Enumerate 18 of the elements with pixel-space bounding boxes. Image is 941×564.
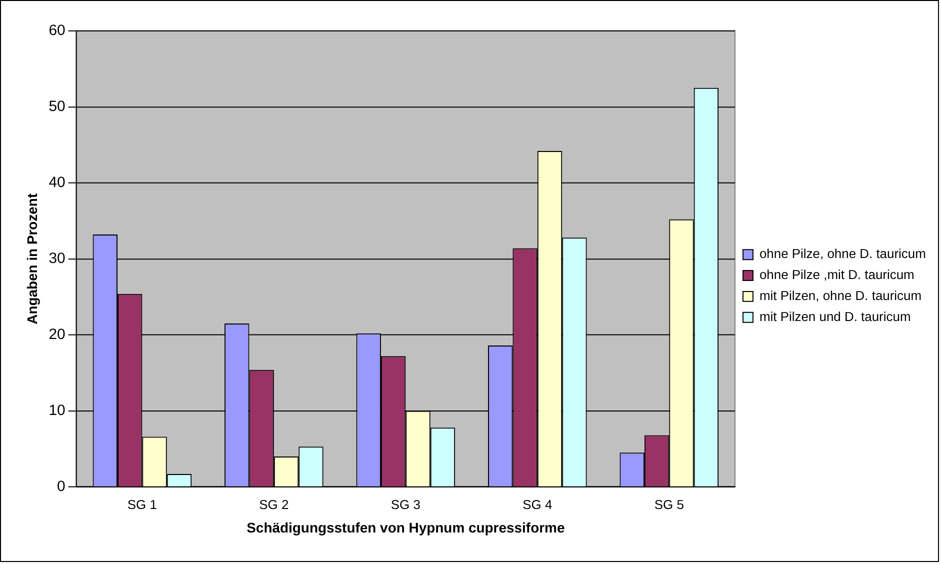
legend-label: mit Pilzen und D. tauricum (759, 308, 911, 324)
y-tick-label: 50 (48, 98, 66, 116)
y-tick-label: 0 (57, 478, 66, 495)
x-axis-title: Schädigungsstufen von Hypnum cupressiforme (246, 520, 565, 536)
x-tick-label: SG 3 (390, 497, 420, 512)
legend-label: ohne Pilze, ohne D. tauricum (759, 246, 926, 262)
y-tick-label: 40 (48, 174, 66, 192)
legend-label: mit Pilzen, ohne D. tauricum (759, 288, 922, 304)
x-tick-label: SG 1 (127, 497, 157, 512)
y-axis-title: Angaben in Prozent (24, 193, 40, 324)
x-tick-label: SG 5 (654, 497, 684, 512)
y-tick-label: 10 (48, 402, 66, 419)
y-tick-label: 30 (48, 250, 66, 267)
x-tick-label: SG 4 (522, 497, 552, 512)
y-tick-label: 60 (48, 22, 66, 40)
x-tick-label: SG 2 (259, 497, 289, 512)
legend-label: ohne Pilze ,mit D. tauricum (759, 267, 914, 282)
y-tick-label: 20 (48, 326, 66, 343)
